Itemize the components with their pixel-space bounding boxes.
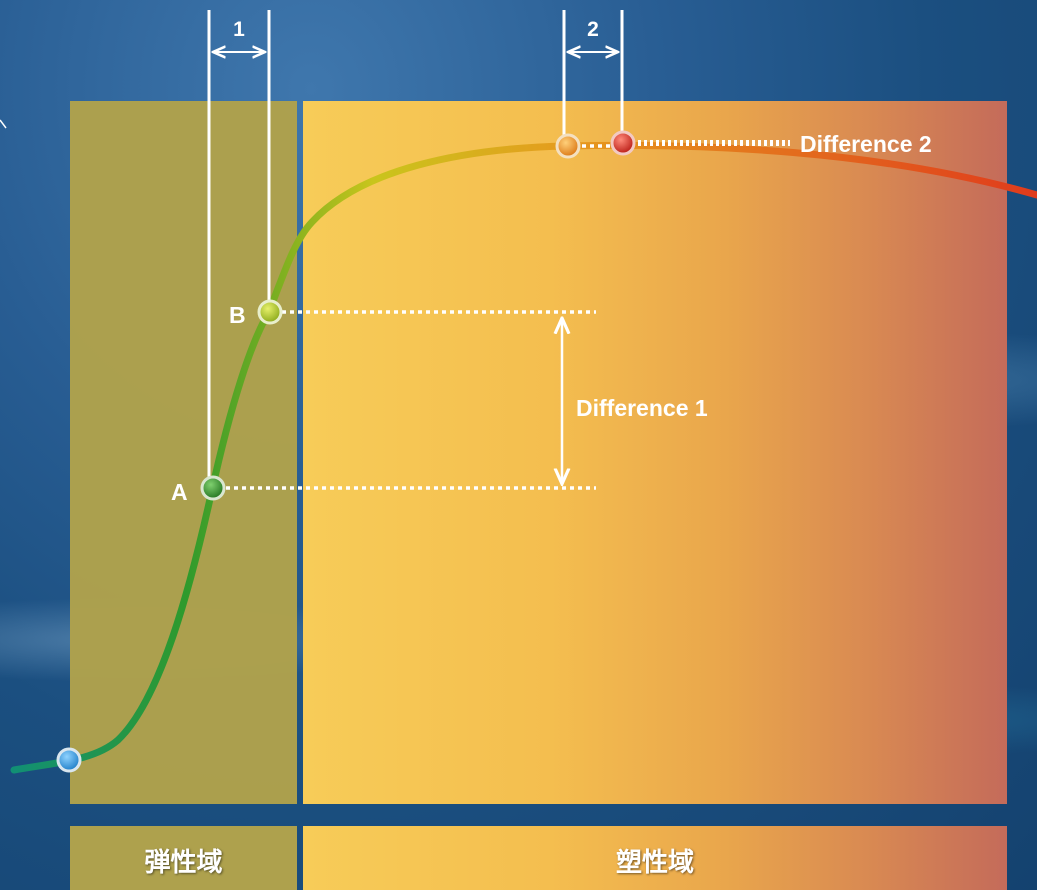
- interval-2-label: 2: [587, 18, 599, 41]
- point-b: [257, 299, 283, 325]
- point-a: [200, 475, 226, 501]
- interval-1-label: 1: [233, 18, 245, 41]
- start-point: [56, 747, 82, 773]
- corner-mark: [0, 119, 7, 129]
- stress-strain-curve: [10, 141, 1037, 774]
- point-a-label: A: [171, 479, 188, 505]
- point-b-label: B: [229, 302, 246, 328]
- difference-2-label: Difference 2: [800, 131, 932, 157]
- plastic-label-box: [303, 826, 1007, 890]
- elastic-region: [70, 101, 297, 804]
- elastic-region-label: 弾性域: [144, 848, 223, 878]
- difference-1-label: Difference 1: [576, 395, 708, 421]
- elastic-label-box: [70, 826, 297, 890]
- plastic-region: [303, 101, 1007, 804]
- peak-point-orange: [555, 133, 581, 159]
- plastic-region-label: 塑性域: [615, 848, 694, 878]
- peak-point-red: [610, 130, 636, 156]
